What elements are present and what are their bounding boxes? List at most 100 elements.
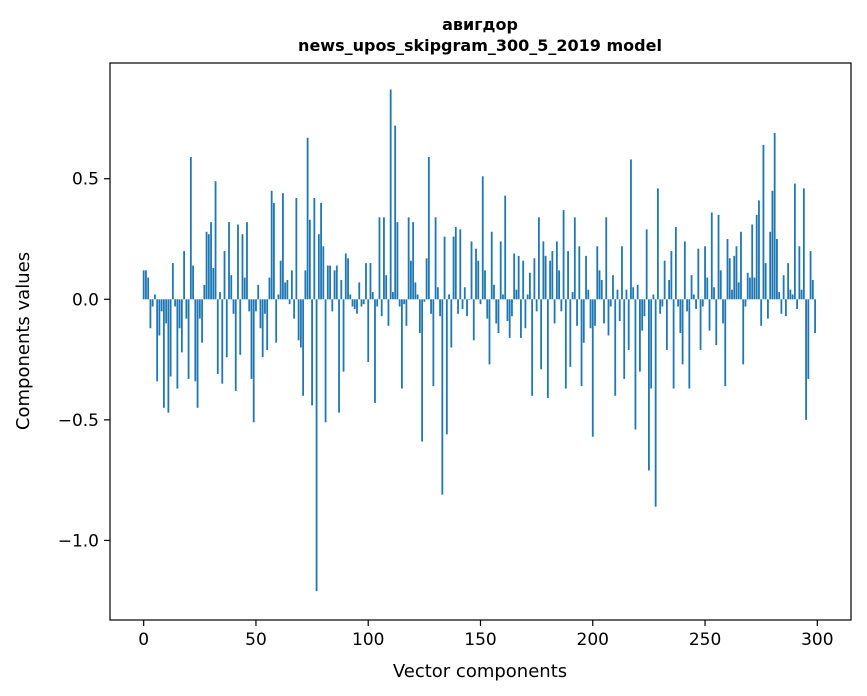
bar	[540, 299, 543, 370]
bar	[255, 299, 257, 312]
bar	[201, 299, 203, 343]
bar	[553, 299, 556, 324]
bar	[780, 299, 783, 314]
bar	[811, 280, 814, 300]
bar	[690, 275, 693, 300]
bar	[618, 299, 621, 321]
bar	[353, 299, 356, 309]
bar	[315, 299, 318, 592]
chart-title-line2: news_upos_skipgram_300_5_2019 model	[298, 36, 662, 55]
bar	[674, 226, 677, 300]
bar	[284, 282, 287, 300]
bar	[499, 241, 502, 300]
bar	[398, 299, 401, 307]
bar	[692, 294, 695, 300]
bar	[409, 260, 412, 300]
bar	[609, 299, 612, 307]
bar	[630, 159, 632, 300]
bar	[740, 231, 742, 300]
bar	[389, 89, 392, 300]
bar	[735, 246, 738, 300]
bar	[755, 214, 758, 300]
bar	[681, 299, 684, 365]
x-axis-label: Vector components	[393, 661, 567, 682]
bar	[481, 176, 484, 300]
bar	[317, 234, 320, 300]
bar	[385, 275, 388, 300]
bar	[762, 144, 765, 300]
bar	[369, 263, 372, 300]
bar	[636, 284, 639, 300]
bar	[564, 299, 567, 389]
bar	[800, 289, 803, 300]
bar	[423, 299, 426, 302]
bar	[243, 277, 246, 300]
bar	[228, 222, 230, 300]
bar	[241, 234, 244, 300]
bar	[546, 299, 549, 399]
bar	[623, 299, 626, 379]
bar	[531, 299, 534, 396]
bar	[648, 299, 650, 471]
bar	[632, 287, 635, 300]
y-axis-ticks: −1.0 −0.5 0.0 0.5	[58, 170, 110, 551]
bar	[326, 265, 329, 300]
bar-series	[142, 89, 816, 592]
bar	[338, 299, 340, 413]
bar	[627, 299, 630, 350]
bar	[652, 294, 655, 300]
bar	[427, 157, 430, 300]
bar	[463, 287, 466, 300]
bar	[771, 190, 774, 300]
bar	[216, 299, 219, 375]
bar	[753, 277, 756, 300]
bar	[701, 299, 704, 307]
bar	[522, 260, 525, 300]
bar	[686, 299, 688, 312]
bar	[412, 222, 415, 300]
bar	[147, 277, 150, 300]
bar	[537, 217, 540, 300]
bar	[445, 299, 448, 435]
bar	[506, 299, 509, 321]
bar	[436, 287, 439, 300]
bar	[418, 299, 421, 334]
bar	[189, 157, 192, 300]
bar	[320, 202, 322, 300]
bar	[275, 299, 278, 343]
bar	[789, 289, 792, 300]
bar	[403, 299, 406, 305]
x-tick-label: 200	[577, 630, 609, 650]
bar	[149, 299, 152, 329]
bar	[717, 214, 720, 300]
bar	[219, 292, 221, 300]
bar	[297, 299, 300, 341]
bar	[477, 260, 480, 300]
bar	[340, 280, 343, 300]
bar	[365, 263, 367, 300]
bar	[715, 299, 718, 346]
bar	[362, 299, 365, 305]
bar	[299, 299, 302, 348]
bar	[787, 263, 790, 300]
bar	[504, 195, 507, 300]
bar	[234, 299, 237, 391]
bar	[594, 299, 596, 326]
bar	[758, 200, 760, 300]
bar	[443, 236, 446, 300]
bar	[661, 299, 664, 307]
bar	[302, 299, 305, 396]
bar	[322, 246, 325, 300]
bar	[486, 299, 489, 319]
bar	[461, 299, 464, 309]
bar	[769, 231, 772, 300]
bar	[589, 299, 592, 329]
bar	[643, 299, 646, 317]
bar	[252, 299, 255, 423]
y-tick-label: −1.0	[58, 531, 99, 551]
bar	[466, 299, 468, 317]
bar	[672, 299, 675, 389]
bar	[165, 299, 168, 324]
bar	[454, 226, 457, 300]
x-tick-label: 150	[464, 630, 496, 650]
